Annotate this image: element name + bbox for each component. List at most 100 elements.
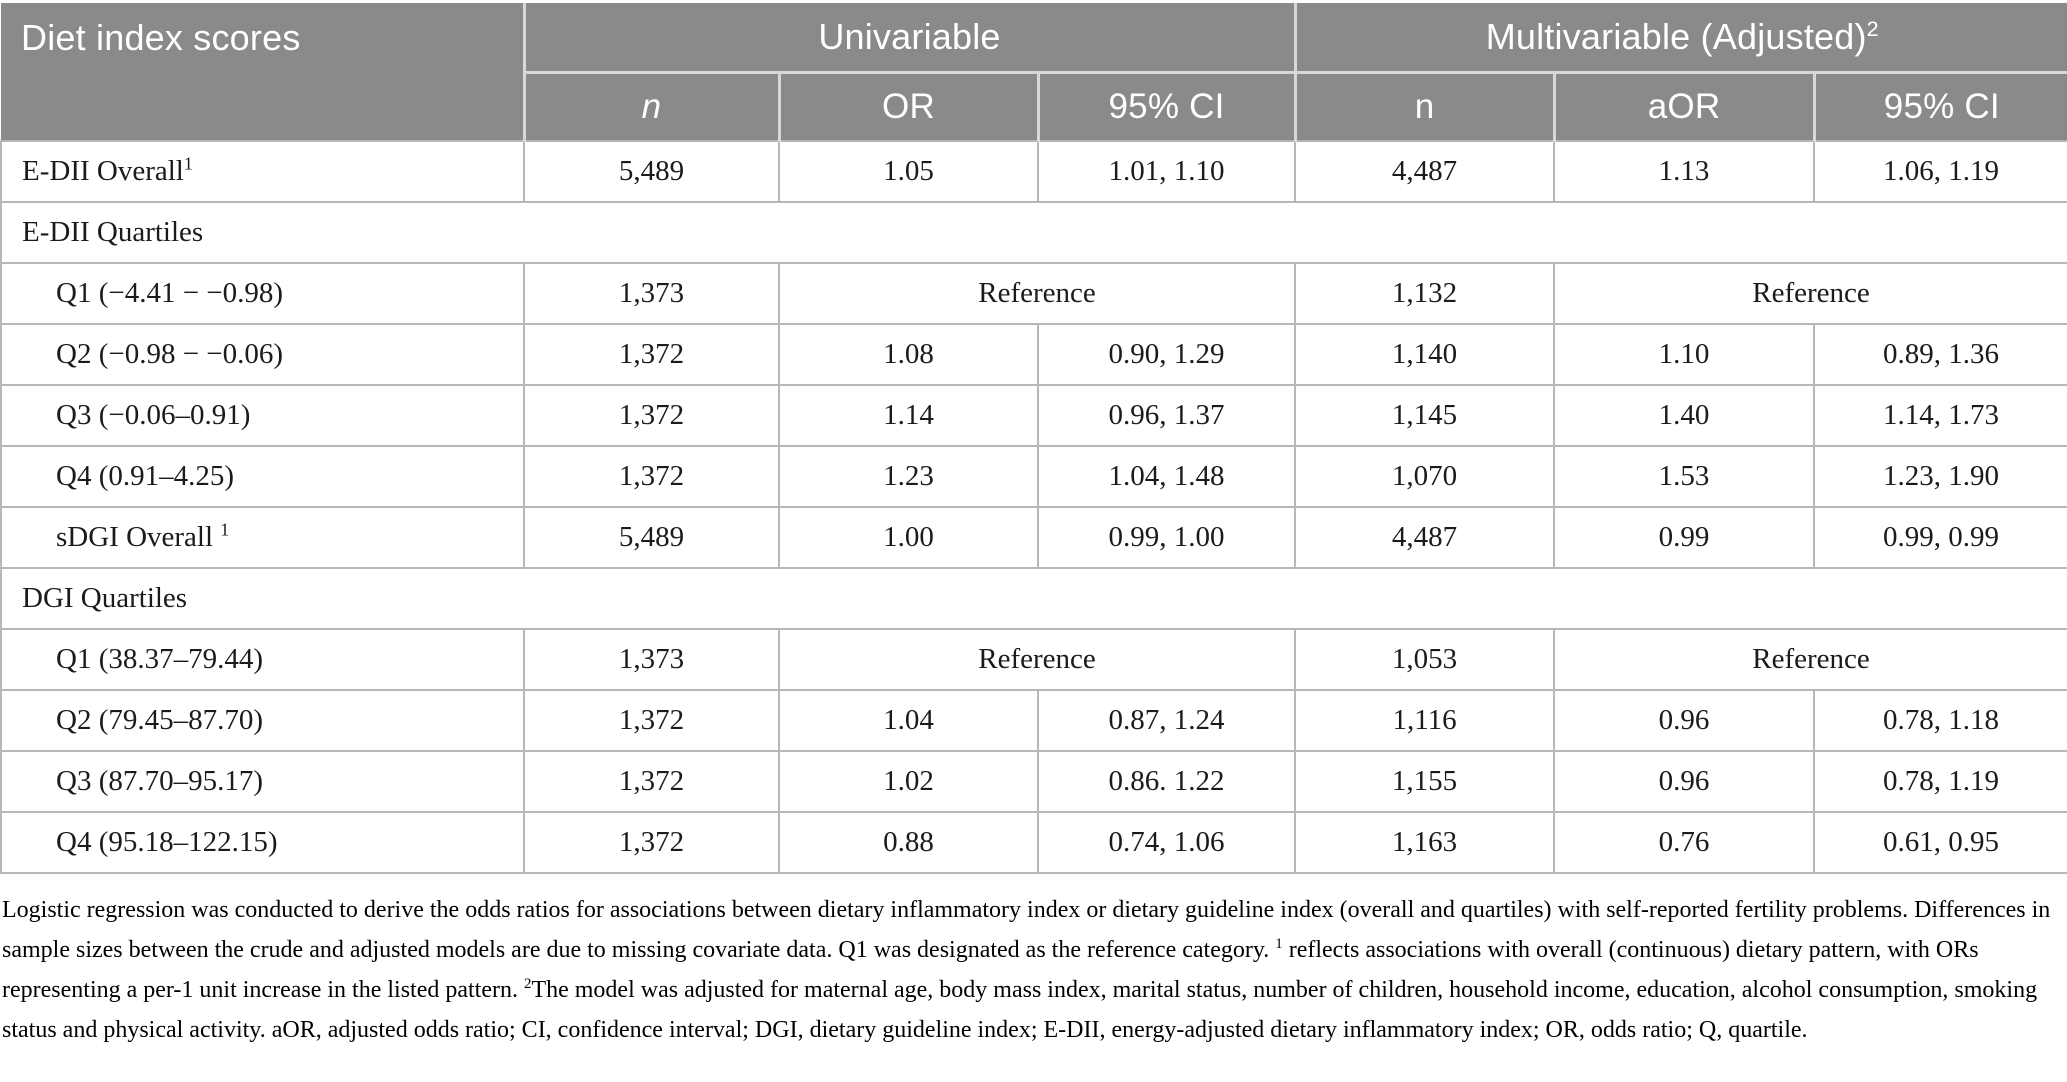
row-label-cell: E-DII Overall1	[0, 140, 525, 203]
n-multivariable-cell: 4,487	[1294, 506, 1556, 569]
ci-univariable-cell: 0.86. 1.22	[1036, 750, 1297, 813]
header-multivariable-label: Multivariable (Adjusted)	[1485, 16, 1867, 57]
row-label-cell: Q4 (0.91–4.25)	[0, 445, 525, 508]
table-row: Q1 (38.37–79.44) 1,373 Reference 1,053 Refer…	[0, 628, 2067, 691]
n-univariable-cell: 1,372	[523, 689, 780, 752]
n-multivariable-cell: 1,155	[1294, 750, 1556, 813]
or-cell: 1.14	[778, 384, 1039, 447]
header-n-multivariable: n	[1295, 72, 1556, 142]
aor-cell: 1.10	[1553, 323, 1816, 386]
header-multivariable-superscript: 2	[1866, 16, 1879, 41]
header-n-univariable: n	[524, 72, 781, 142]
ci-multivariable-cell: 1.06, 1.19	[1813, 140, 2067, 203]
header-n-univariable-label: n	[641, 87, 662, 126]
aor-cell: 0.99	[1553, 506, 1816, 569]
row-label-cell: Q4 (95.18–122.15)	[0, 811, 525, 874]
header-group-row: Diet index scores Univariable Multivaria…	[1, 3, 2067, 141]
footnote-superscript: 2	[524, 976, 532, 992]
row-label-cell: sDGI Overall 1	[0, 506, 525, 569]
reference-univariable-cell: Reference	[777, 628, 1297, 691]
n-univariable-cell: 5,489	[523, 140, 780, 203]
ci-multivariable-cell: 1.14, 1.73	[1813, 384, 2067, 447]
or-cell: 1.23	[778, 445, 1039, 508]
row-label-cell: Q2 (79.45–87.70)	[0, 689, 525, 752]
ci-univariable-cell: 0.74, 1.06	[1036, 811, 1297, 874]
ci-univariable-cell: 0.99, 1.00	[1036, 506, 1297, 569]
n-multivariable-cell: 1,163	[1294, 811, 1556, 874]
aor-cell: 0.96	[1553, 689, 1816, 752]
n-univariable-cell: 1,373	[523, 262, 780, 325]
n-univariable-cell: 1,372	[523, 445, 780, 508]
aor-cell: 0.76	[1553, 811, 1816, 874]
n-multivariable-cell: 1,070	[1294, 445, 1556, 508]
table-row: Q3 (87.70–95.17) 1,372 1.02 0.86. 1.22 1,155…	[0, 750, 2067, 813]
or-cell: 1.00	[778, 506, 1039, 569]
header-aor: aOR	[1554, 72, 1816, 142]
row-label-cell: Q1 (38.37–79.44)	[0, 628, 525, 691]
n-multivariable-cell: 1,145	[1294, 384, 1556, 447]
row-label-superscript: 1	[220, 519, 230, 540]
ci-multivariable-cell: 0.61, 0.95	[1813, 811, 2067, 874]
ci-multivariable-cell: 1.23, 1.90	[1813, 445, 2067, 508]
ci-univariable-cell: 0.90, 1.29	[1036, 323, 1297, 386]
n-multivariable-cell: 1,116	[1294, 689, 1556, 752]
table-body: E-DII Overall1 5,489 1.05 1.01, 1.10 4,487 1.…	[0, 140, 2067, 874]
row-label-cell: Q1 (−4.41 − −0.98)	[0, 262, 525, 325]
n-multivariable-cell: 1,140	[1294, 323, 1556, 386]
header-ci-multivariable: 95% CI	[1814, 72, 2067, 142]
aor-cell: 1.13	[1553, 140, 1816, 203]
reference-multivariable-cell: Reference	[1553, 262, 2067, 325]
or-cell: 1.04	[778, 689, 1039, 752]
table-row: Q2 (79.45–87.70) 1,372 1.04 0.87, 1.24 1,116…	[0, 689, 2067, 752]
aor-cell: 0.96	[1553, 750, 1816, 813]
header-diet-index-scores: Diet index scores	[1, 3, 526, 141]
n-univariable-cell: 1,372	[523, 384, 780, 447]
aor-cell: 1.40	[1553, 384, 1816, 447]
aor-cell: 1.53	[1553, 445, 1816, 508]
table-row: DGI Quartiles	[0, 567, 2067, 630]
n-univariable-cell: 1,373	[523, 628, 780, 691]
ci-univariable-cell: 1.04, 1.48	[1036, 445, 1297, 508]
table-row: Q2 (−0.98 − −0.06) 1,372 1.08 0.90, 1.29 1,1…	[0, 323, 2067, 386]
n-multivariable-cell: 1,053	[1294, 628, 1556, 691]
header-sub-row: n OR 95% CI n aOR 95% CI	[1, 72, 2067, 142]
or-cell: 1.08	[778, 323, 1039, 386]
n-univariable-cell: 5,489	[523, 506, 780, 569]
header-multivariable: Multivariable (Adjusted)2	[1295, 3, 2067, 74]
table-row: sDGI Overall 1 5,489 1.00 0.99, 1.00 4,487 0.…	[0, 506, 2067, 569]
row-label-superscript: 1	[183, 153, 193, 174]
ci-multivariable-cell: 0.78, 1.18	[1813, 689, 2067, 752]
or-cell: 1.05	[778, 140, 1039, 203]
ci-univariable-cell: 1.01, 1.10	[1036, 140, 1297, 203]
or-cell: 0.88	[778, 811, 1039, 874]
section-label-cell: DGI Quartiles	[0, 567, 2067, 630]
table-row: Q3 (−0.06–0.91) 1,372 1.14 0.96, 1.37 1,145 1…	[0, 384, 2067, 447]
ci-multivariable-cell: 0.89, 1.36	[1813, 323, 2067, 386]
reference-multivariable-cell: Reference	[1553, 628, 2067, 691]
table-row: E-DII Quartiles	[0, 201, 2067, 264]
n-univariable-cell: 1,372	[523, 750, 780, 813]
table-row: Q4 (95.18–122.15) 1,372 0.88 0.74, 1.06 1,16…	[0, 811, 2067, 874]
header-univariable: Univariable	[524, 3, 1297, 74]
reference-univariable-cell: Reference	[777, 262, 1297, 325]
table-row: E-DII Overall1 5,489 1.05 1.01, 1.10 4,487 1.…	[0, 140, 2067, 203]
header-ci-univariable: 95% CI	[1038, 72, 1297, 142]
table-row: Q1 (−4.41 − −0.98) 1,373 Reference 1,132 Ref…	[0, 262, 2067, 325]
diet-index-odds-ratio-table: Diet index scores Univariable Multivaria…	[0, 3, 2067, 874]
section-label-cell: E-DII Quartiles	[0, 201, 2067, 264]
table-row: Q4 (0.91–4.25) 1,372 1.23 1.04, 1.48 1,070 1.…	[0, 445, 2067, 508]
header-or: OR	[779, 72, 1040, 142]
n-multivariable-cell: 1,132	[1294, 262, 1556, 325]
row-label-cell: Q3 (87.70–95.17)	[0, 750, 525, 813]
ci-multivariable-cell: 0.99, 0.99	[1813, 506, 2067, 569]
ci-univariable-cell: 0.87, 1.24	[1036, 689, 1297, 752]
row-label-cell: Q2 (−0.98 − −0.06)	[0, 323, 525, 386]
row-label-cell: Q3 (−0.06–0.91)	[0, 384, 525, 447]
n-univariable-cell: 1,372	[523, 811, 780, 874]
footnote-superscript: 1	[1275, 936, 1283, 952]
table-footnote: Logistic regression was conducted to der…	[2, 897, 2051, 1043]
table-header: Diet index scores Univariable Multivaria…	[1, 3, 2067, 142]
n-univariable-cell: 1,372	[523, 323, 780, 386]
n-multivariable-cell: 4,487	[1294, 140, 1556, 203]
